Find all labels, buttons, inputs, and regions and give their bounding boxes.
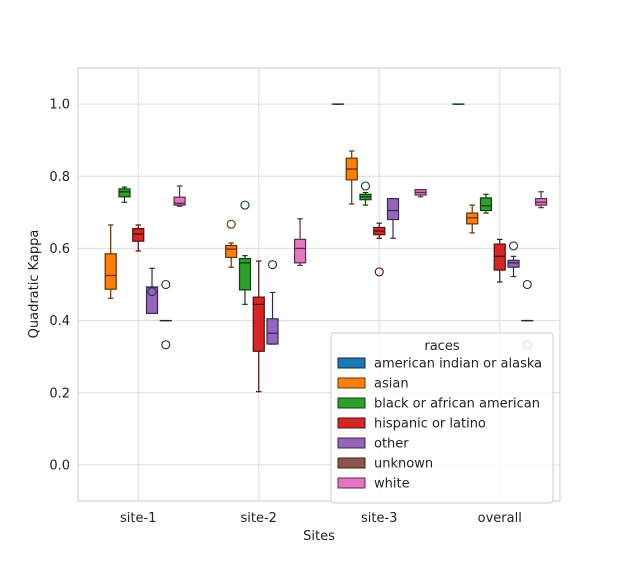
iqr-box [132, 227, 145, 242]
iqr-box [238, 257, 252, 291]
legend-entry: black or african american [374, 397, 540, 412]
box-other-site-1 [145, 267, 159, 314]
box-hispanic-or-latino-overall [493, 238, 506, 283]
outlier-point [267, 260, 278, 270]
legend-swatch [337, 417, 366, 429]
outlier-point [522, 279, 532, 290]
outlier-point [161, 340, 171, 350]
y-axis-label: Quadratic Kappa [27, 230, 42, 339]
box-hispanic-or-latino-site-1 [132, 224, 145, 252]
box-black-or-african-american-site-3 [359, 181, 372, 206]
box-black-or-african-american-site-1 [118, 186, 131, 203]
iqr-box [493, 243, 506, 271]
y-tick-label: 0.6 [49, 242, 70, 257]
outlier-point [374, 267, 384, 277]
iqr-box [173, 196, 186, 206]
box-series [104, 103, 548, 393]
outlier-point [360, 181, 371, 191]
box-white-overall [534, 191, 548, 209]
y-tick-label: 0.4 [49, 314, 70, 329]
iqr-box [466, 212, 479, 225]
legend-swatch [337, 457, 366, 469]
box-hispanic-or-latino-site-3 [373, 222, 386, 277]
iqr-box [479, 197, 493, 212]
legend-swatch [337, 477, 366, 489]
legend-swatch [337, 357, 366, 369]
legend-entry: asian [374, 377, 409, 392]
iqr-box [507, 259, 520, 268]
y-tick-label: 1.0 [49, 98, 70, 113]
legend-title: races [424, 339, 459, 354]
x-tick-labels: site-1 site-2 site-3 overall [120, 511, 522, 526]
iqr-box [386, 198, 400, 221]
legend-swatch [337, 377, 366, 389]
iqr-box [252, 296, 265, 352]
box-asian-site-2 [225, 219, 238, 268]
x-tick-label: site-1 [120, 511, 156, 526]
box-asian-site-3 [345, 150, 358, 205]
x-tick-label: overall [478, 511, 522, 526]
box-white-site-1 [173, 185, 186, 207]
y-tick-labels: 0.0 0.2 0.4 0.6 0.8 1.0 [49, 98, 70, 474]
legend-entry: american indian or alaska [374, 357, 542, 372]
box-other-overall [507, 241, 520, 278]
box-black-or-african-american-site-2 [238, 200, 252, 305]
x-axis-label: Sites [303, 529, 335, 544]
legend-entry: hispanic or latino [374, 417, 486, 432]
box-other-site-2 [266, 260, 279, 345]
legend-entry: other [374, 437, 409, 452]
iqr-box [118, 188, 131, 198]
x-tick-label: site-2 [241, 511, 277, 526]
iqr-box [266, 318, 279, 345]
legend-entry: unknown [374, 457, 433, 472]
box-unknown-site-1 [159, 279, 172, 350]
legend: races american indian or alaska asian black… [330, 332, 554, 504]
x-tick-label: site-3 [361, 511, 397, 526]
outlier-point [240, 200, 250, 210]
outlier-point [147, 287, 157, 297]
legend-entry: white [374, 477, 410, 492]
box-black-or-african-american-overall [479, 193, 493, 214]
legend-frame [330, 332, 554, 504]
outlier-point [161, 279, 171, 290]
y-tick-label: 0.2 [49, 386, 70, 401]
legend-swatch [337, 437, 366, 449]
outlier-point [226, 219, 236, 229]
box-hispanic-or-latino-site-2 [252, 260, 265, 393]
iqr-box [293, 238, 307, 264]
box-other-site-3 [386, 198, 400, 239]
box-white-site-3 [414, 189, 427, 198]
legend-swatch [337, 397, 366, 409]
outlier-point [508, 241, 519, 251]
y-tick-label: 0.0 [49, 458, 70, 473]
box-white-site-2 [293, 218, 307, 266]
box-asian-overall [466, 204, 479, 234]
box-asian-site-1 [104, 224, 117, 299]
iqr-box [225, 244, 238, 259]
iqr-box [104, 253, 117, 290]
y-tick-label: 0.8 [49, 170, 70, 185]
